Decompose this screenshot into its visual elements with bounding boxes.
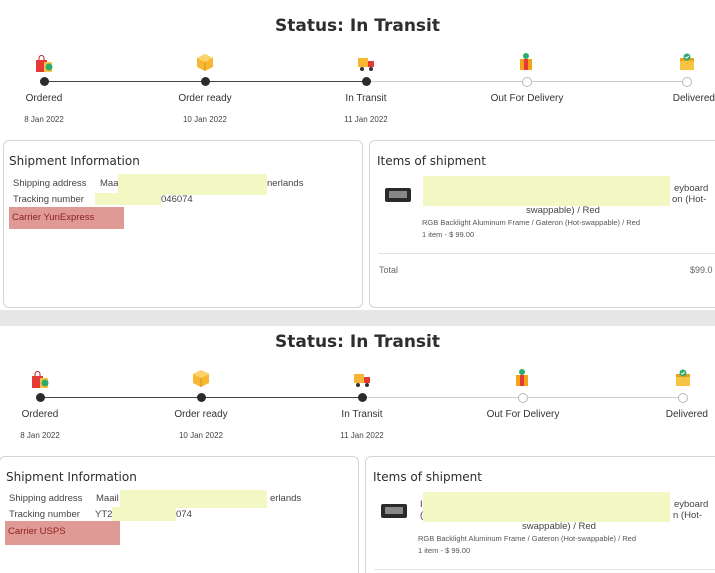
redacted-tracking [112,507,176,521]
shipping-address-label: Shipping address [13,178,87,189]
step-dot-in-transit [358,393,367,402]
shipping-address-start: Maail [96,493,119,504]
status-title: Status: In Transit [274,332,440,352]
step-dot-in-transit [362,77,371,86]
total-label: Total [379,265,399,275]
tracking-panel-2: Status: In Transit Ordered Ord [0,326,715,573]
step-date-in-transit: 11 Jan 2022 [340,431,384,440]
shipping-address-start: Maa [100,178,119,189]
delivered-box-icon [680,53,694,70]
truck-icon [354,374,370,387]
items-title: Items of shipment [373,470,482,484]
step-label-in-transit: In Transit [345,93,387,104]
step-dot-out-for-delivery [522,77,532,87]
product-qty-price: 1 item - $ 99.00 [418,546,471,555]
panel-divider [0,310,715,326]
step-dot-delivered [678,393,688,403]
step-label-order-ready: Order ready [174,409,228,420]
shipment-info-card: Shipment Information Shipping address Ma… [0,456,359,573]
step-dot-order-ready [197,393,206,402]
redacted-product-name [423,176,670,206]
tracking-number-label: Tracking number [13,194,84,205]
product-name-start-2[interactable]: ( [420,510,424,521]
delivered-box-icon [676,369,690,386]
tracking-number-end: 046074 [161,194,193,205]
step-dot-ordered [40,77,49,86]
shipping-address-end: nerlands [267,178,304,189]
delivery-box-icon [516,369,528,386]
step-date-ordered: 8 Jan 2022 [20,431,60,440]
product-name-end-2[interactable]: n (Hot- [673,510,703,521]
redacted-address [120,490,267,508]
redacted-tracking [95,193,161,205]
product-qty-price: 1 item - $ 99.00 [422,230,475,239]
carrier-row: Carrier USPS [5,521,120,545]
shipping-address-end: erlands [270,493,302,504]
step-dot-order-ready [201,77,210,86]
product-variant: RGB Backlight Aluminum Frame / Gateron (… [422,218,641,227]
tracking-number-end: 074 [176,509,192,520]
shipment-info-title: Shipment Information [9,154,140,168]
step-label-order-ready: Order ready [178,93,232,104]
package-icon [197,54,213,71]
product-thumbnail[interactable] [381,504,407,518]
carrier-row: Carrier YunExpress [9,207,124,229]
items-title: Items of shipment [377,154,486,168]
product-name-start-1[interactable]: I [420,499,423,510]
shopping-bag-icon [32,371,49,388]
product-name-end-2[interactable]: on (Hot- [672,194,707,205]
product-name-line-3[interactable]: swappable) / Red [522,521,596,532]
items-card: Items of shipment I ( eyboard n (Hot- sw… [365,456,715,573]
product-name-end-1[interactable]: eyboard [674,183,709,194]
step-label-ordered: Ordered [25,93,63,104]
items-divider [374,569,715,570]
package-icon [193,370,209,387]
redacted-address [118,174,267,195]
step-date-ordered: 8 Jan 2022 [24,115,64,124]
step-label-delivered: Delivered [665,409,708,420]
product-name-line-3[interactable]: swappable) / Red [526,205,600,216]
items-card: Items of shipment eyboard on (Hot- swapp… [369,140,715,308]
step-label-ordered: Ordered [21,409,59,420]
shipping-address-label: Shipping address [9,493,83,504]
shipment-info-title: Shipment Information [6,470,137,484]
step-label-delivered: Delivered [672,93,715,104]
step-label-in-transit: In Transit [341,409,383,420]
total-value: $99.0 [690,265,713,275]
truck-icon [358,58,374,71]
shipment-info-card: Shipment Information Shipping address Ma… [3,140,363,308]
tracking-number-start: YT2 [95,509,113,520]
step-dot-ordered [36,393,45,402]
redacted-product-name [423,492,670,522]
status-title: Status: In Transit [274,16,440,36]
step-date-in-transit: 11 Jan 2022 [344,115,388,124]
product-name-end-1[interactable]: eyboard [674,499,709,510]
shopping-bag-icon [36,55,53,72]
step-dot-delivered [682,77,692,87]
items-divider [378,253,715,254]
delivery-box-icon [520,53,532,70]
step-label-out-for-delivery: Out For Delivery [490,93,564,104]
tracking-panel-1: Status: In Transit [3,16,715,308]
product-variant: RGB Backlight Aluminum Frame / Gateron (… [418,534,637,543]
tracking-number-label: Tracking number [9,509,80,520]
step-date-order-ready: 10 Jan 2022 [178,431,224,440]
product-thumbnail[interactable] [385,188,411,202]
step-date-order-ready: 10 Jan 2022 [182,115,228,124]
step-label-out-for-delivery: Out For Delivery [486,409,560,420]
step-dot-out-for-delivery [518,393,528,403]
